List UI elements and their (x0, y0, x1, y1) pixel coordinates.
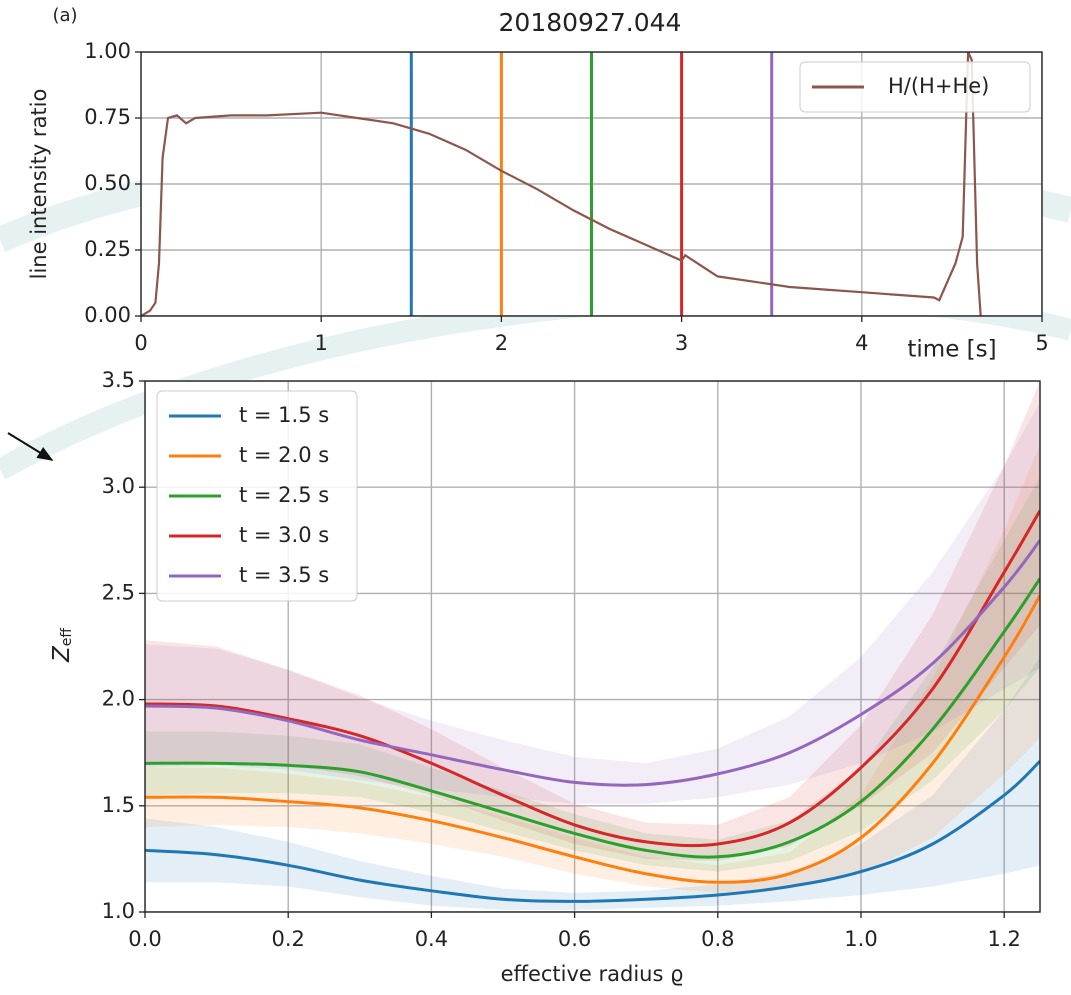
data-line (145, 539, 1040, 787)
x-tick-label: 1.2 (987, 927, 1020, 951)
y-tick-label: 0.75 (84, 105, 131, 129)
data-line (145, 509, 1040, 848)
legend-label: t = 2.0 s (239, 443, 329, 467)
y-axis-label: Zeff (49, 628, 76, 663)
x-tick-label: 0.8 (701, 927, 734, 951)
y-tick-label: 3.0 (102, 474, 135, 498)
x-tick-label: 3 (675, 331, 688, 355)
legend-label: t = 2.5 s (239, 483, 329, 507)
x-tick-label: 0 (134, 331, 147, 355)
x-tick-label: 0.0 (128, 927, 161, 951)
data-line (141, 52, 982, 316)
y-tick-label: 0.25 (84, 237, 131, 261)
legend-label: t = 3.5 s (239, 563, 329, 587)
y-tick-label: 0.00 (84, 303, 131, 327)
legend-label: t = 3.0 s (239, 523, 329, 547)
plot-frame (144, 380, 1041, 913)
y-tick-label: 1.00 (84, 39, 131, 63)
x-axis-label: time [s] (907, 337, 996, 363)
x-tick-label: 1.0 (844, 927, 877, 951)
data-line (145, 594, 1040, 884)
x-tick-label: 2 (495, 331, 508, 355)
plot-content (141, 52, 1042, 316)
x-tick-label: 0.4 (415, 927, 448, 951)
legend-label: t = 1.5 s (239, 403, 329, 427)
y-tick-label: 2.0 (102, 687, 135, 711)
legend-box (799, 61, 1031, 113)
y-axis-label: line intensity ratio (27, 89, 51, 280)
x-tick-label: 1 (315, 331, 328, 355)
x-tick-label: 0.2 (271, 927, 304, 951)
x-tick-label: 4 (855, 331, 868, 355)
uncertainty-band (145, 402, 1040, 804)
x-axis-label: effective radius ϱ (501, 962, 684, 986)
data-line (145, 577, 1040, 859)
y-axis-label-main: Z (49, 645, 75, 663)
arrow (7, 432, 54, 461)
x-tick-label: 0.6 (558, 927, 591, 951)
y-tick-label: 3.5 (102, 368, 135, 392)
y-tick-label: 0.50 (84, 171, 131, 195)
chart-title: 20180927.044 (499, 8, 682, 37)
legend-box (156, 390, 358, 602)
legend-label: H/(H+He) (888, 74, 989, 98)
plot-content (145, 381, 1040, 912)
y-tick-label: 1.0 (102, 899, 135, 923)
y-tick-label: 1.5 (102, 793, 135, 817)
panel-label: (a) (52, 5, 77, 26)
y-axis-label-sub: eff (59, 628, 75, 647)
x-tick-label: 5 (1035, 331, 1048, 355)
data-line (145, 760, 1040, 903)
y-tick-label: 2.5 (102, 580, 135, 604)
plot-frame (140, 51, 1043, 317)
